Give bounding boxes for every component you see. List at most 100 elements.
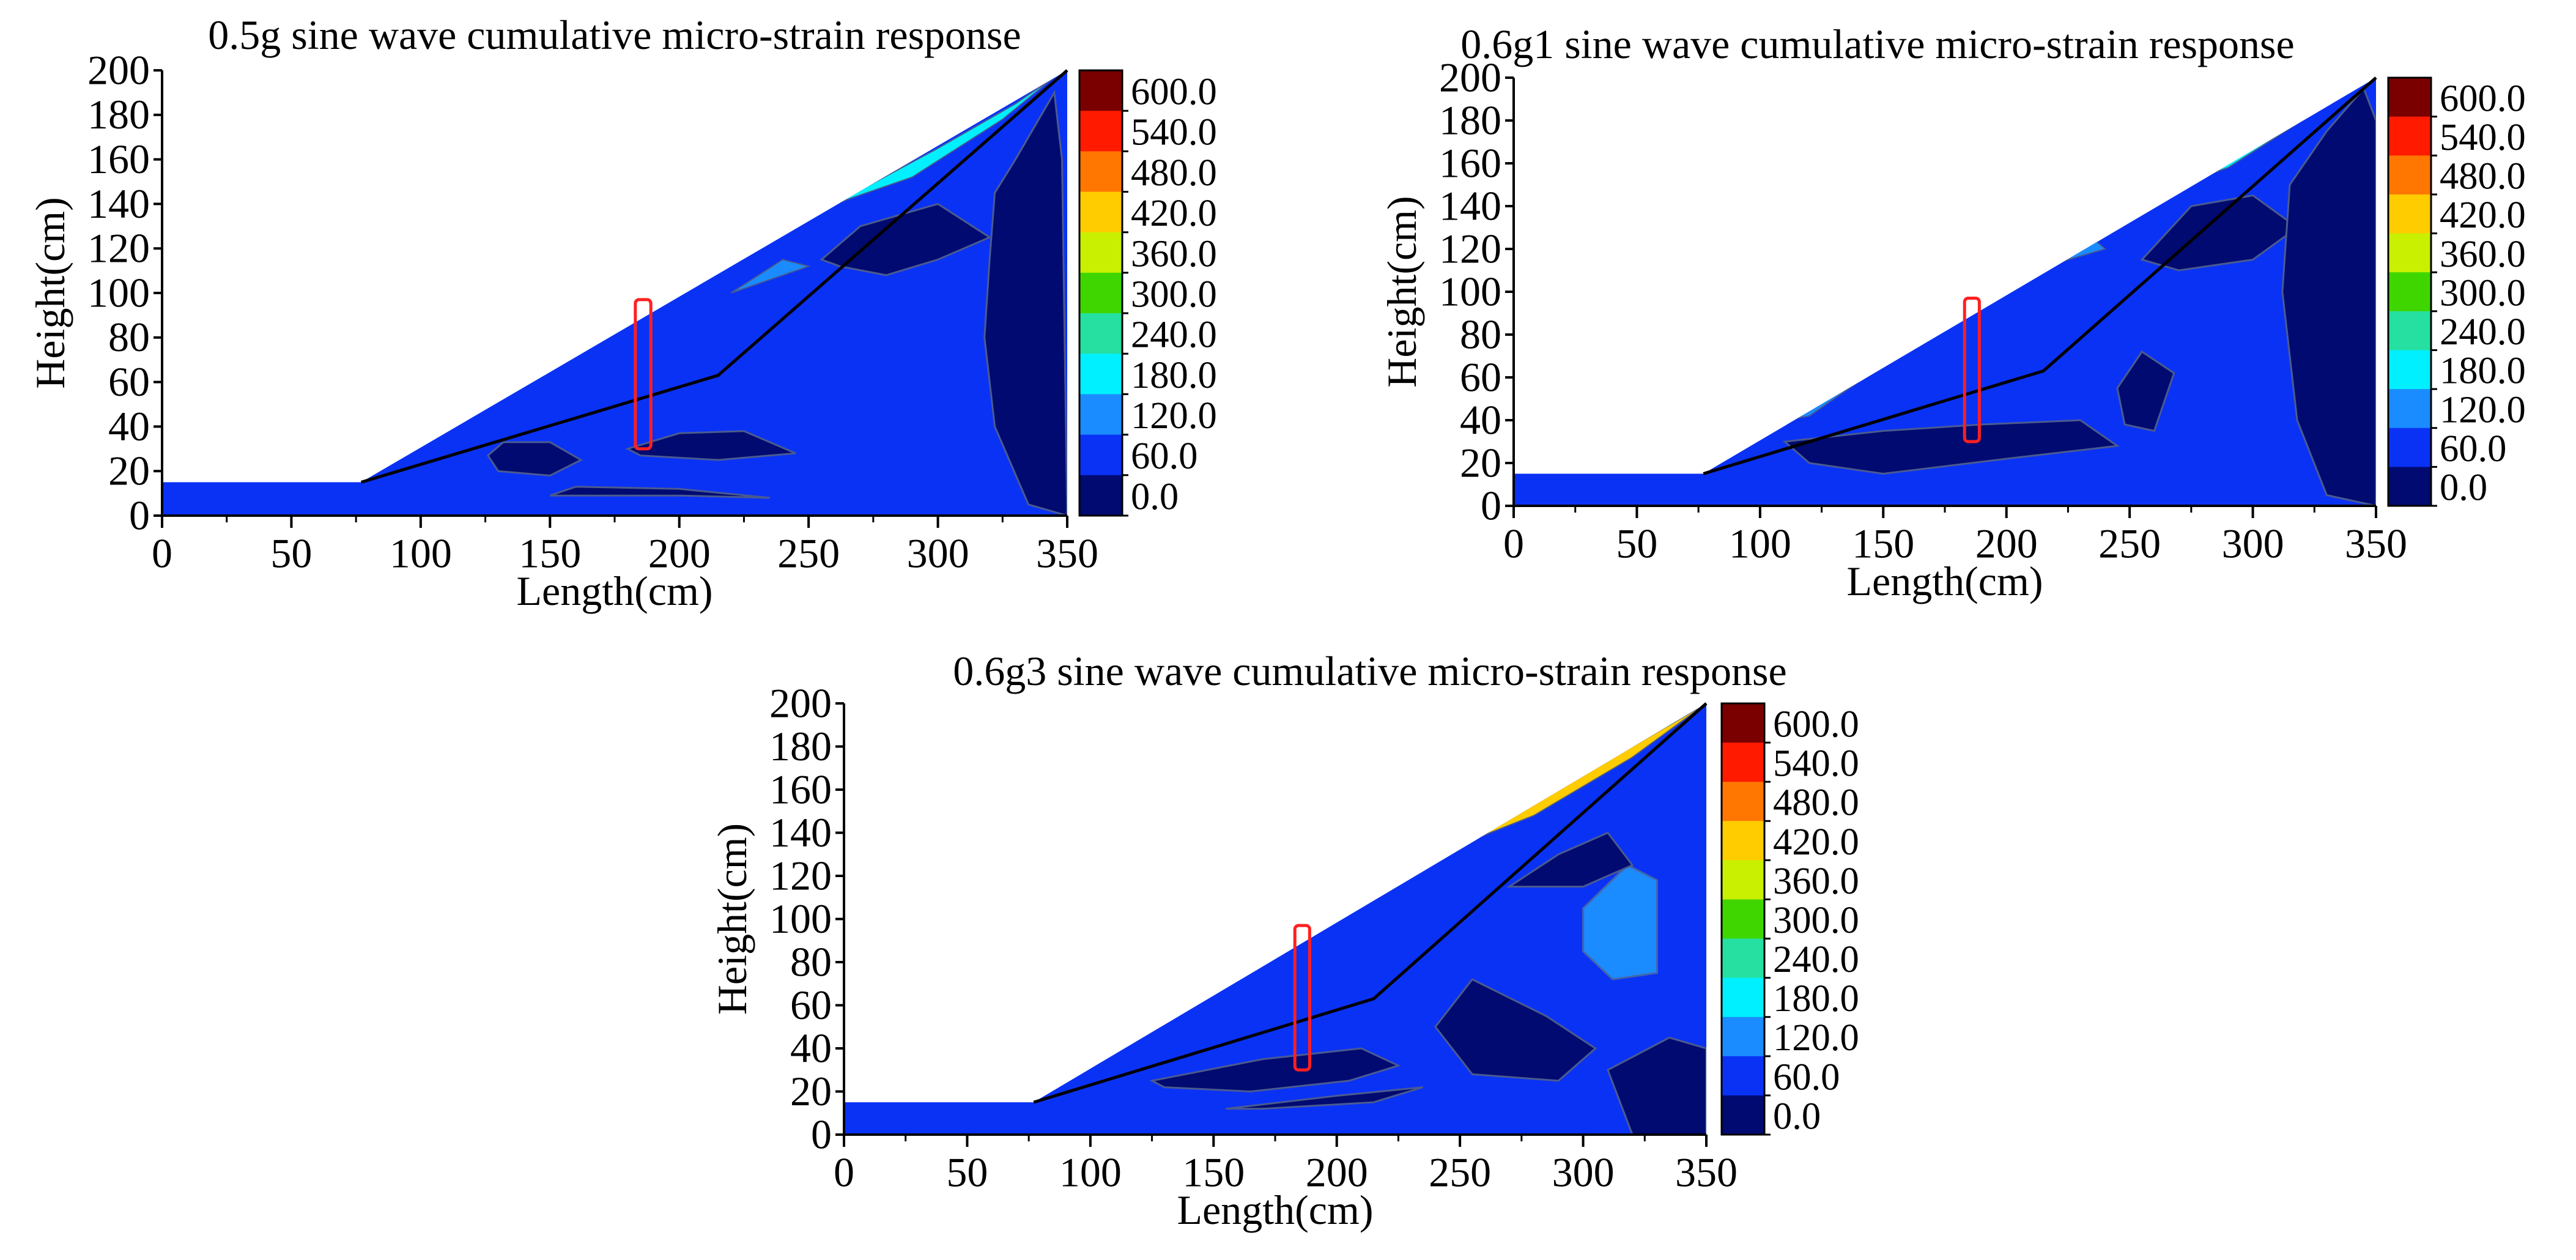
contour-low-region-3	[2281, 86, 2376, 506]
colorbar-frame	[1078, 69, 1123, 517]
colorbar-swatch	[2388, 350, 2431, 390]
x-tick-label: 0	[152, 530, 172, 577]
colorbar-swatch	[1079, 475, 1122, 516]
y-tick-label: 180	[769, 723, 832, 769]
contour-low-region-1	[2116, 350, 2175, 432]
y-tick-label: 40	[108, 403, 150, 450]
y-axis-label: Height(cm)	[1379, 196, 1425, 387]
colorbar-swatch	[2388, 311, 2431, 351]
colorbar-label: 300.0	[1773, 899, 1859, 941]
colorbar-swatch	[2388, 116, 2431, 157]
colorbar-label: 540.0	[1131, 111, 1217, 154]
y-tick-label: 140	[769, 809, 832, 856]
internal-slip-line	[360, 69, 1068, 484]
colorbar-swatch	[1722, 743, 1764, 783]
x-axis-label: Length(cm)	[1847, 558, 2043, 604]
x-tick-label: 150	[1182, 1149, 1245, 1196]
panel-0-6g1: 0 50 100 150 200 250 300 3500204060801001201401…	[1379, 21, 2526, 604]
contour-low-region-3	[1506, 831, 1634, 888]
colorbar-swatch	[1079, 313, 1122, 355]
internal-slip-line	[1703, 76, 2377, 475]
x-tick-label: 350	[1036, 530, 1098, 577]
colorbar-label: 120.0	[1773, 1016, 1859, 1059]
y-tick-label: 160	[1439, 139, 1501, 186]
colorbar-label: 420.0	[1131, 191, 1217, 234]
colorbar-label: 60.0	[1773, 1055, 1840, 1098]
pile-marker	[1963, 297, 1981, 443]
y-tick-label: 100	[769, 895, 832, 942]
contour-low-region-0	[486, 441, 583, 477]
x-tick-label: 200	[648, 530, 711, 577]
y-tick-label: 160	[769, 766, 832, 812]
y-tick-label: 120	[87, 225, 150, 272]
colorbar-label: 120.0	[2440, 388, 2526, 431]
colorbar-label: 360.0	[1131, 232, 1217, 275]
contour-low-region-3	[820, 202, 992, 276]
contour-low-region-1	[1226, 1086, 1424, 1110]
colorbar-swatch	[1722, 938, 1764, 979]
y-tick-label: 200	[1439, 54, 1501, 100]
y-tick-label: 100	[1439, 268, 1501, 314]
contour-low-region-4	[1607, 1036, 1706, 1135]
colorbar-label: 480.0	[2440, 155, 2526, 198]
colorbar-swatch	[2388, 155, 2431, 195]
colorbar-swatch	[2388, 428, 2431, 468]
y-tick-label: 60	[1460, 354, 1501, 400]
panel-0-6g3: 0 50 100 150 200 250 300 3500204060801001201401…	[709, 648, 1859, 1233]
y-tick-label: 60	[790, 982, 832, 1028]
colorbar-label: 300.0	[2440, 271, 2526, 314]
x-tick-label: 50	[946, 1149, 988, 1196]
x-tick-label: 100	[1059, 1149, 1122, 1196]
x-tick-label: 0	[834, 1149, 854, 1196]
colorbar-swatch	[1722, 782, 1764, 822]
colorbar-swatch	[1079, 111, 1122, 152]
y-axis-label: Height(cm)	[27, 197, 73, 388]
y-tick-label: 120	[769, 852, 832, 899]
colorbar-label: 0.0	[1773, 1094, 1821, 1137]
colorbar-label: 360.0	[2440, 232, 2526, 275]
contour-high-region-2	[730, 259, 811, 294]
x-tick-label: 350	[2345, 521, 2407, 567]
contour-low-region-0	[1149, 1047, 1401, 1093]
colorbar-label: 420.0	[1773, 820, 1859, 863]
pile-marker	[634, 298, 653, 451]
colorbar-swatch	[2388, 194, 2431, 234]
colorbar-swatch	[2388, 233, 2431, 273]
slope-body	[162, 70, 1067, 516]
colorbar-swatch	[1079, 434, 1122, 476]
y-tick-label: 140	[87, 180, 150, 227]
colorbar-swatch	[1722, 860, 1764, 900]
colorbar-swatch	[1722, 1017, 1764, 1057]
y-tick-label: 20	[790, 1068, 832, 1114]
colorbar-swatch	[2388, 467, 2431, 506]
panel-0-5g: 0 50 100 150 200 250 300 3500204060801001201401…	[27, 12, 1217, 614]
colorbar-label: 360.0	[1773, 859, 1859, 902]
colorbar-swatch	[1079, 232, 1122, 273]
colorbar-label: 120.0	[1131, 394, 1217, 437]
colorbar-label: 600.0	[2440, 76, 2526, 119]
colorbar-swatch	[1079, 272, 1122, 314]
y-tick-label: 180	[1439, 97, 1501, 143]
panel-title: 0.5g sine wave cumulative micro-strain r…	[208, 12, 1021, 58]
y-tick-label: 0	[1481, 482, 1501, 528]
x-tick-label: 250	[1429, 1149, 1491, 1196]
x-tick-label: 50	[270, 530, 312, 577]
colorbar-label: 240.0	[1131, 313, 1217, 356]
colorbar-swatch	[2388, 78, 2431, 117]
y-tick-label: 40	[1460, 396, 1501, 443]
colorbar-label: 180.0	[1131, 354, 1217, 396]
colorbar-swatch	[1079, 191, 1122, 233]
x-tick-label: 300	[907, 530, 969, 577]
colorbar-label: 60.0	[2440, 427, 2506, 470]
colorbar-swatch	[1079, 151, 1122, 193]
y-tick-label: 60	[108, 358, 150, 405]
x-tick-label: 100	[1729, 521, 1791, 567]
y-tick-label: 140	[1439, 182, 1501, 229]
contour-low-region-2	[1434, 978, 1597, 1082]
colorbar-label: 540.0	[2440, 116, 2526, 158]
colorbar-label: 240.0	[1773, 938, 1859, 980]
y-tick-label: 0	[811, 1111, 832, 1157]
colorbar-swatch	[1079, 394, 1122, 435]
x-tick-label: 250	[777, 530, 840, 577]
